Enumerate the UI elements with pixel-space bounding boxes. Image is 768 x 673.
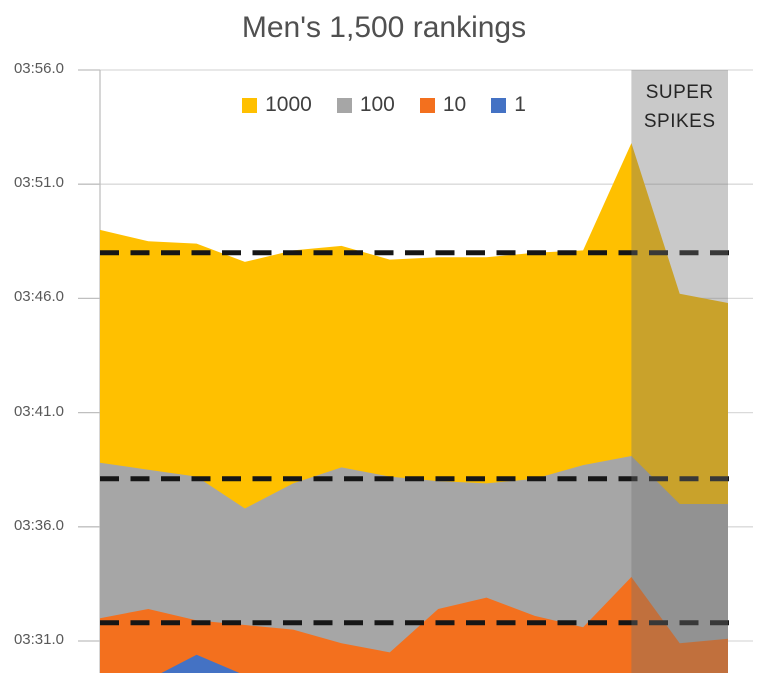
legend-swatch-1-icon bbox=[491, 97, 507, 113]
legend-label-1: 1 bbox=[514, 93, 526, 116]
legend-item-1: 1 bbox=[491, 93, 526, 117]
chart-legend: 1000 100 10 1 bbox=[0, 93, 768, 117]
y-axis-tick-label: 03:31.0 bbox=[13, 631, 64, 648]
super-spikes-label-line1: SUPER bbox=[645, 82, 714, 103]
y-axis-tick-label: 03:36.0 bbox=[13, 516, 64, 534]
area-series-1 bbox=[161, 654, 240, 673]
legend-item-10: 10 bbox=[419, 93, 467, 117]
legend-swatch-100-icon bbox=[336, 97, 352, 113]
y-axis-tick-label: 03:46.0 bbox=[13, 288, 64, 306]
super-spikes-label: SUPER SPIKES bbox=[631, 78, 728, 136]
super-spikes-label-line2: SPIKES bbox=[643, 111, 716, 132]
legend-item-100: 100 bbox=[336, 93, 395, 117]
legend-label-10: 10 bbox=[442, 93, 467, 116]
super-spikes-band bbox=[631, 70, 728, 673]
legend-item-1000: 1000 bbox=[242, 93, 312, 117]
legend-label-100: 100 bbox=[359, 93, 395, 116]
area-series-100 bbox=[100, 456, 728, 673]
legend-swatch-10-icon bbox=[419, 97, 435, 113]
legend-label-1000: 1000 bbox=[265, 93, 312, 116]
area-series-10 bbox=[100, 577, 728, 673]
y-axis-tick-label: 03:51.0 bbox=[13, 174, 64, 192]
legend-swatch-1000-icon bbox=[242, 97, 258, 113]
chart-title: Men's 1,500 rankings bbox=[241, 11, 527, 44]
y-axis-tick-label: 03:41.0 bbox=[13, 402, 64, 420]
y-axis-tick-label: 03:56.0 bbox=[13, 60, 64, 77]
